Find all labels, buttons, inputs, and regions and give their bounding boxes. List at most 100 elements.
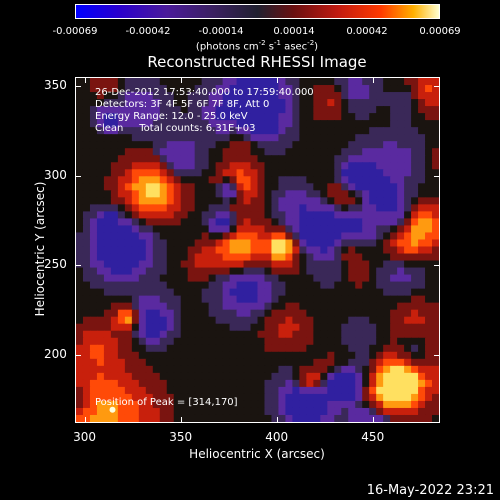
heatmap-cell	[222, 176, 231, 184]
heatmap-cell	[348, 155, 356, 163]
heatmap-cell	[418, 379, 426, 388]
heatmap-cell	[82, 246, 91, 255]
heatmap-cell	[327, 246, 335, 255]
heatmap-cell	[222, 414, 231, 422]
heatmap-cell	[320, 400, 328, 409]
heatmap-cell	[82, 120, 91, 128]
heatmap-cell	[166, 393, 175, 402]
heatmap-cell	[215, 239, 224, 248]
heatmap-cell	[180, 85, 189, 93]
heatmap-cell	[215, 281, 224, 290]
heatmap-cell	[222, 190, 231, 198]
y-tick-mark	[434, 175, 440, 177]
heatmap-cell	[306, 141, 314, 149]
heatmap-cell	[418, 232, 426, 241]
heatmap-cell	[82, 218, 91, 227]
heatmap-cell	[299, 134, 307, 142]
heatmap-cell	[264, 183, 273, 191]
heatmap-cell	[229, 288, 238, 297]
heatmap-cell	[145, 288, 154, 297]
heatmap-cell	[341, 148, 349, 156]
heatmap-cell	[187, 141, 196, 149]
heatmap-cell	[194, 372, 203, 381]
heatmap-cell	[285, 358, 293, 367]
heatmap-cell	[411, 344, 419, 353]
heatmap-cell	[76, 225, 84, 234]
heatmap-cell	[278, 148, 287, 156]
heatmap-cell	[404, 120, 412, 128]
heatmap-cell	[369, 372, 377, 381]
heatmap-cell	[341, 197, 349, 205]
heatmap-cell	[236, 127, 245, 135]
heatmap-cell	[334, 141, 342, 149]
heatmap-cell	[82, 323, 91, 332]
heatmap-cell	[411, 92, 419, 100]
heatmap-cell	[383, 407, 391, 416]
heatmap-cell	[355, 372, 363, 381]
heatmap-cell	[82, 106, 91, 114]
heatmap-cell	[306, 295, 314, 304]
heatmap-cell	[138, 302, 147, 311]
heatmap-cell	[425, 351, 433, 360]
heatmap-cell	[355, 197, 363, 205]
heatmap-cell	[229, 358, 238, 367]
heatmap-cell	[432, 358, 439, 367]
heatmap-cell	[376, 211, 384, 220]
heatmap-cell	[425, 281, 433, 290]
heatmap-cell	[124, 148, 133, 156]
heatmap-cell	[432, 344, 439, 353]
heatmap-cell	[243, 337, 252, 346]
heatmap-cell	[432, 197, 439, 205]
heatmap-cell	[145, 253, 154, 262]
heatmap-cell	[103, 78, 112, 86]
heatmap-cell	[243, 330, 252, 339]
heatmap-cell	[404, 386, 412, 395]
heatmap-cell	[159, 78, 168, 86]
heatmap-cell	[145, 232, 154, 241]
heatmap-cell	[208, 127, 217, 135]
heatmap-cell	[166, 134, 175, 142]
heatmap-cell	[411, 85, 419, 93]
heatmap-cell	[201, 183, 210, 191]
heatmap-cell	[208, 351, 217, 360]
heatmap-cell	[285, 92, 293, 100]
heatmap-cell	[110, 379, 119, 388]
heatmap-cell	[390, 232, 398, 241]
heatmap-cell	[117, 393, 126, 402]
heatmap-cell	[76, 337, 84, 346]
heatmap-cell	[96, 141, 105, 149]
heatmap-cell	[334, 218, 342, 227]
heatmap-cell	[110, 400, 119, 409]
heatmap-cell	[194, 134, 203, 142]
heatmap-cell	[299, 323, 307, 332]
heatmap-cell	[327, 99, 335, 107]
heatmap-cell	[166, 204, 175, 212]
annotation-peak: Position of Peak = [314,170]	[95, 397, 238, 408]
heatmap-cell	[418, 92, 426, 100]
heatmap-cell	[383, 274, 391, 283]
heatmap-cell	[306, 393, 314, 402]
heatmap-cell	[271, 337, 280, 346]
heatmap-cell	[348, 309, 356, 318]
heatmap-cell	[166, 176, 175, 184]
heatmap-cell	[299, 302, 307, 311]
heatmap-cell	[250, 414, 259, 422]
heatmap-cell	[271, 218, 280, 227]
heatmap-cell	[187, 225, 196, 234]
heatmap-cell	[383, 141, 391, 149]
heatmap-cell	[278, 155, 287, 163]
heatmap-cell	[432, 316, 439, 325]
heatmap-cell	[327, 141, 335, 149]
heatmap-cell	[397, 141, 405, 149]
heatmap-cell	[376, 85, 384, 93]
heatmap-cell	[425, 99, 433, 107]
heatmap-cell	[215, 414, 224, 422]
heatmap-cell	[320, 337, 328, 346]
heatmap-cell	[82, 85, 91, 93]
heatmap-cell	[131, 337, 140, 346]
heatmap-cell	[138, 407, 147, 416]
heatmap-cell	[425, 260, 433, 269]
heatmap-cell	[76, 134, 84, 142]
heatmap-cell	[76, 141, 84, 149]
heatmap-cell	[418, 218, 426, 227]
